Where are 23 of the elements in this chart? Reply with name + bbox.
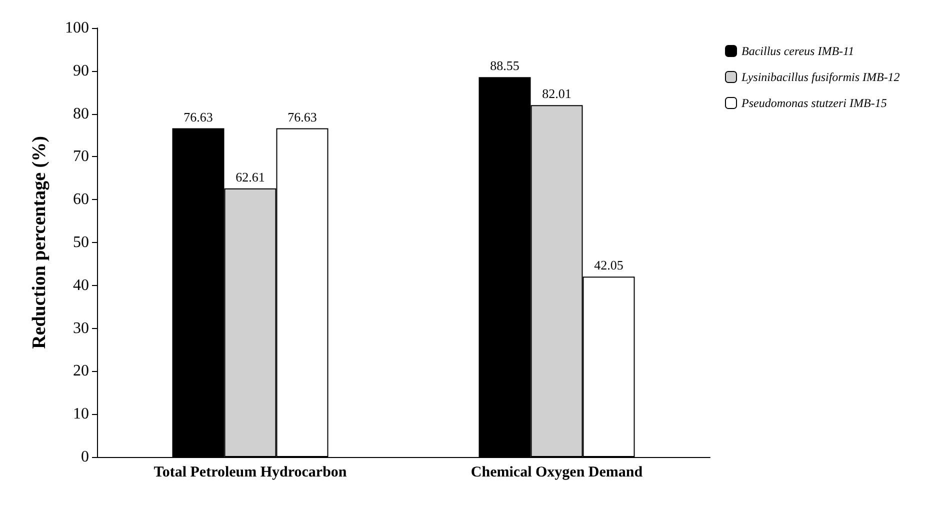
y-tick-label: 100 [65,20,89,36]
y-tick-label: 70 [73,148,89,166]
y-axis-title: Reduction percentage (%) [29,136,50,349]
legend-label: Lysinibacillus fusiformis IMB-12 [740,70,900,84]
y-tick-label: 20 [73,362,89,380]
y-tick-label: 10 [73,406,89,423]
y-tick-label: 40 [73,276,89,294]
y-tick-label: 80 [73,105,89,122]
y-tick-label: 30 [73,320,89,337]
x-tick-label: Chemical Oxygen Demand [470,464,644,480]
y-tick-label: 90 [73,62,89,80]
data-label: 76.63 [288,109,317,124]
y-tick-label: 60 [73,191,89,208]
data-label: 42.05 [594,258,624,273]
data-label: 82.01 [542,86,572,102]
legend-label: Pseudomonas stutzeri IMB-15 [740,96,887,110]
y-tick-label: 0 [81,448,89,466]
data-label: 76.63 [184,109,213,124]
legend-label: Bacillus cereus IMB-11 [742,44,854,58]
y-tick-label: 50 [73,234,89,251]
data-label: 88.55 [490,58,520,74]
data-label: 62.61 [236,169,265,184]
x-tick-label: Total Petroleum Hydrocarbon [154,464,348,480]
